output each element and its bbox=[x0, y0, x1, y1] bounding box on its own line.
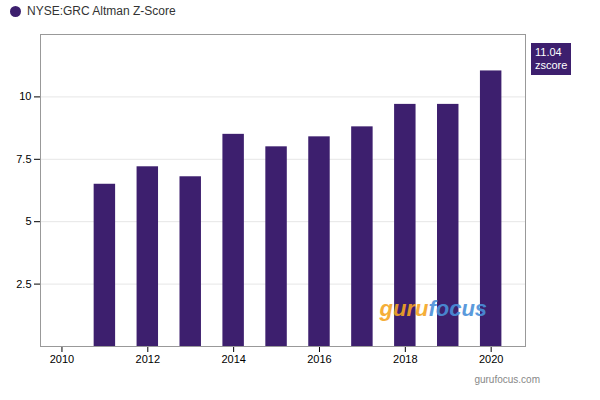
svg-text:7.5: 7.5 bbox=[16, 153, 31, 165]
html-text:11.04 zscore: 11.04 zscore bbox=[535, 45, 568, 71]
svg-text:2020: 2020 bbox=[479, 353, 503, 365]
html-text:gurufocus.com: gurufocus.com bbox=[474, 374, 540, 385]
svg-text:2016: 2016 bbox=[307, 353, 331, 365]
svg-text:2018: 2018 bbox=[393, 353, 417, 365]
svg-text:2014: 2014 bbox=[221, 353, 245, 365]
svg-text:2012: 2012 bbox=[136, 353, 160, 365]
svg-text:5: 5 bbox=[25, 215, 31, 227]
svg-text:2.5: 2.5 bbox=[16, 278, 31, 290]
svg-text:10: 10 bbox=[19, 90, 31, 102]
html-text:guru focus: guru focus bbox=[379, 296, 488, 322]
svg-text:2010: 2010 bbox=[50, 353, 74, 365]
html-text:NYSE:GRC Altman Z-Score: NYSE:GRC Altman Z-Score bbox=[27, 4, 176, 18]
